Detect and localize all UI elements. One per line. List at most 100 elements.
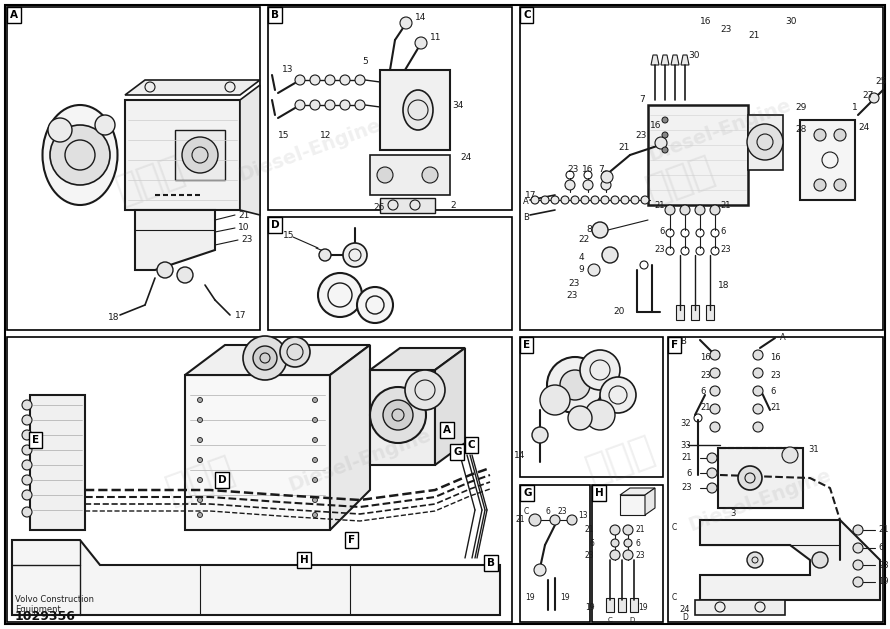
Bar [668, 337, 883, 622]
Circle shape [243, 336, 287, 380]
Polygon shape [645, 488, 655, 515]
Circle shape [601, 180, 611, 190]
Text: 1029356: 1029356 [15, 610, 76, 623]
Bar [718, 448, 803, 508]
Text: 21: 21 [878, 525, 888, 535]
Text: 23: 23 [636, 550, 645, 560]
Circle shape [753, 350, 763, 360]
Text: D: D [218, 475, 227, 485]
Bar [695, 600, 785, 615]
Text: 19: 19 [878, 577, 888, 586]
Text: C: C [524, 508, 530, 516]
Circle shape [814, 179, 826, 191]
Circle shape [710, 350, 720, 360]
Text: 9: 9 [578, 265, 584, 274]
Text: C: C [523, 10, 530, 20]
Circle shape [580, 350, 620, 390]
Ellipse shape [403, 90, 433, 130]
Text: D: D [271, 220, 279, 230]
Bar [370, 155, 450, 195]
Text: 21: 21 [720, 201, 731, 209]
Circle shape [405, 370, 445, 410]
Text: Diesel-Engine: Diesel-Engine [286, 425, 434, 494]
Bar [380, 70, 450, 150]
Text: 22: 22 [578, 235, 590, 245]
Bar [630, 598, 638, 612]
Text: 21: 21 [748, 30, 759, 40]
Bar [706, 305, 714, 320]
Circle shape [853, 543, 863, 553]
Text: C: C [672, 523, 677, 533]
Text: A: A [780, 333, 786, 343]
Text: 15: 15 [278, 130, 289, 140]
Text: 25: 25 [875, 77, 886, 87]
Polygon shape [671, 55, 679, 65]
Circle shape [50, 125, 110, 185]
Circle shape [22, 430, 32, 440]
Bar [691, 305, 699, 320]
Circle shape [198, 513, 203, 518]
Circle shape [853, 525, 863, 535]
Text: 23: 23 [654, 245, 665, 255]
Text: B: B [680, 338, 686, 347]
Text: 30: 30 [785, 18, 797, 26]
Circle shape [624, 539, 632, 547]
Text: 7: 7 [639, 96, 645, 104]
Text: A: A [10, 10, 18, 20]
Polygon shape [125, 80, 260, 95]
Bar [175, 130, 225, 180]
Text: 31: 31 [808, 445, 819, 455]
Bar [520, 7, 883, 330]
Circle shape [198, 457, 203, 462]
Circle shape [869, 93, 879, 103]
Text: 32: 32 [680, 418, 691, 428]
Circle shape [710, 386, 720, 396]
Circle shape [568, 406, 592, 430]
Text: 23: 23 [585, 550, 594, 560]
Text: B: B [271, 10, 279, 20]
Circle shape [312, 418, 318, 423]
Text: 19: 19 [525, 594, 535, 603]
Text: 23: 23 [878, 560, 888, 569]
Circle shape [581, 196, 589, 204]
Circle shape [357, 287, 393, 323]
Circle shape [611, 539, 619, 547]
Text: D: D [629, 617, 635, 623]
Text: 34: 34 [452, 101, 464, 109]
Text: G: G [453, 447, 462, 457]
Polygon shape [185, 345, 370, 375]
Circle shape [310, 75, 320, 85]
Circle shape [400, 17, 412, 29]
Circle shape [198, 398, 203, 403]
Text: Diesel-Engine: Diesel-Engine [236, 115, 384, 185]
Circle shape [665, 205, 675, 215]
Text: 4: 4 [578, 253, 584, 262]
Circle shape [22, 415, 32, 425]
Text: 23: 23 [569, 279, 580, 287]
Circle shape [571, 196, 579, 204]
Text: 16: 16 [700, 18, 711, 26]
Bar [7, 337, 512, 622]
Circle shape [310, 100, 320, 110]
Circle shape [710, 368, 720, 378]
Text: E: E [32, 435, 39, 445]
Bar [7, 7, 260, 330]
Circle shape [753, 422, 763, 432]
Text: H: H [300, 555, 309, 565]
Polygon shape [125, 100, 240, 210]
Text: 21: 21 [700, 403, 710, 413]
Circle shape [611, 196, 619, 204]
Bar [676, 305, 684, 320]
Text: 6: 6 [686, 469, 692, 477]
Bar [380, 198, 435, 213]
Text: 5: 5 [362, 57, 368, 67]
Text: B: B [487, 558, 495, 568]
Circle shape [198, 418, 203, 423]
Circle shape [550, 515, 560, 525]
Bar [268, 217, 512, 330]
Text: C: C [608, 617, 612, 623]
Text: 6: 6 [770, 387, 775, 396]
Circle shape [662, 117, 668, 123]
Circle shape [280, 337, 310, 367]
Polygon shape [651, 55, 659, 65]
